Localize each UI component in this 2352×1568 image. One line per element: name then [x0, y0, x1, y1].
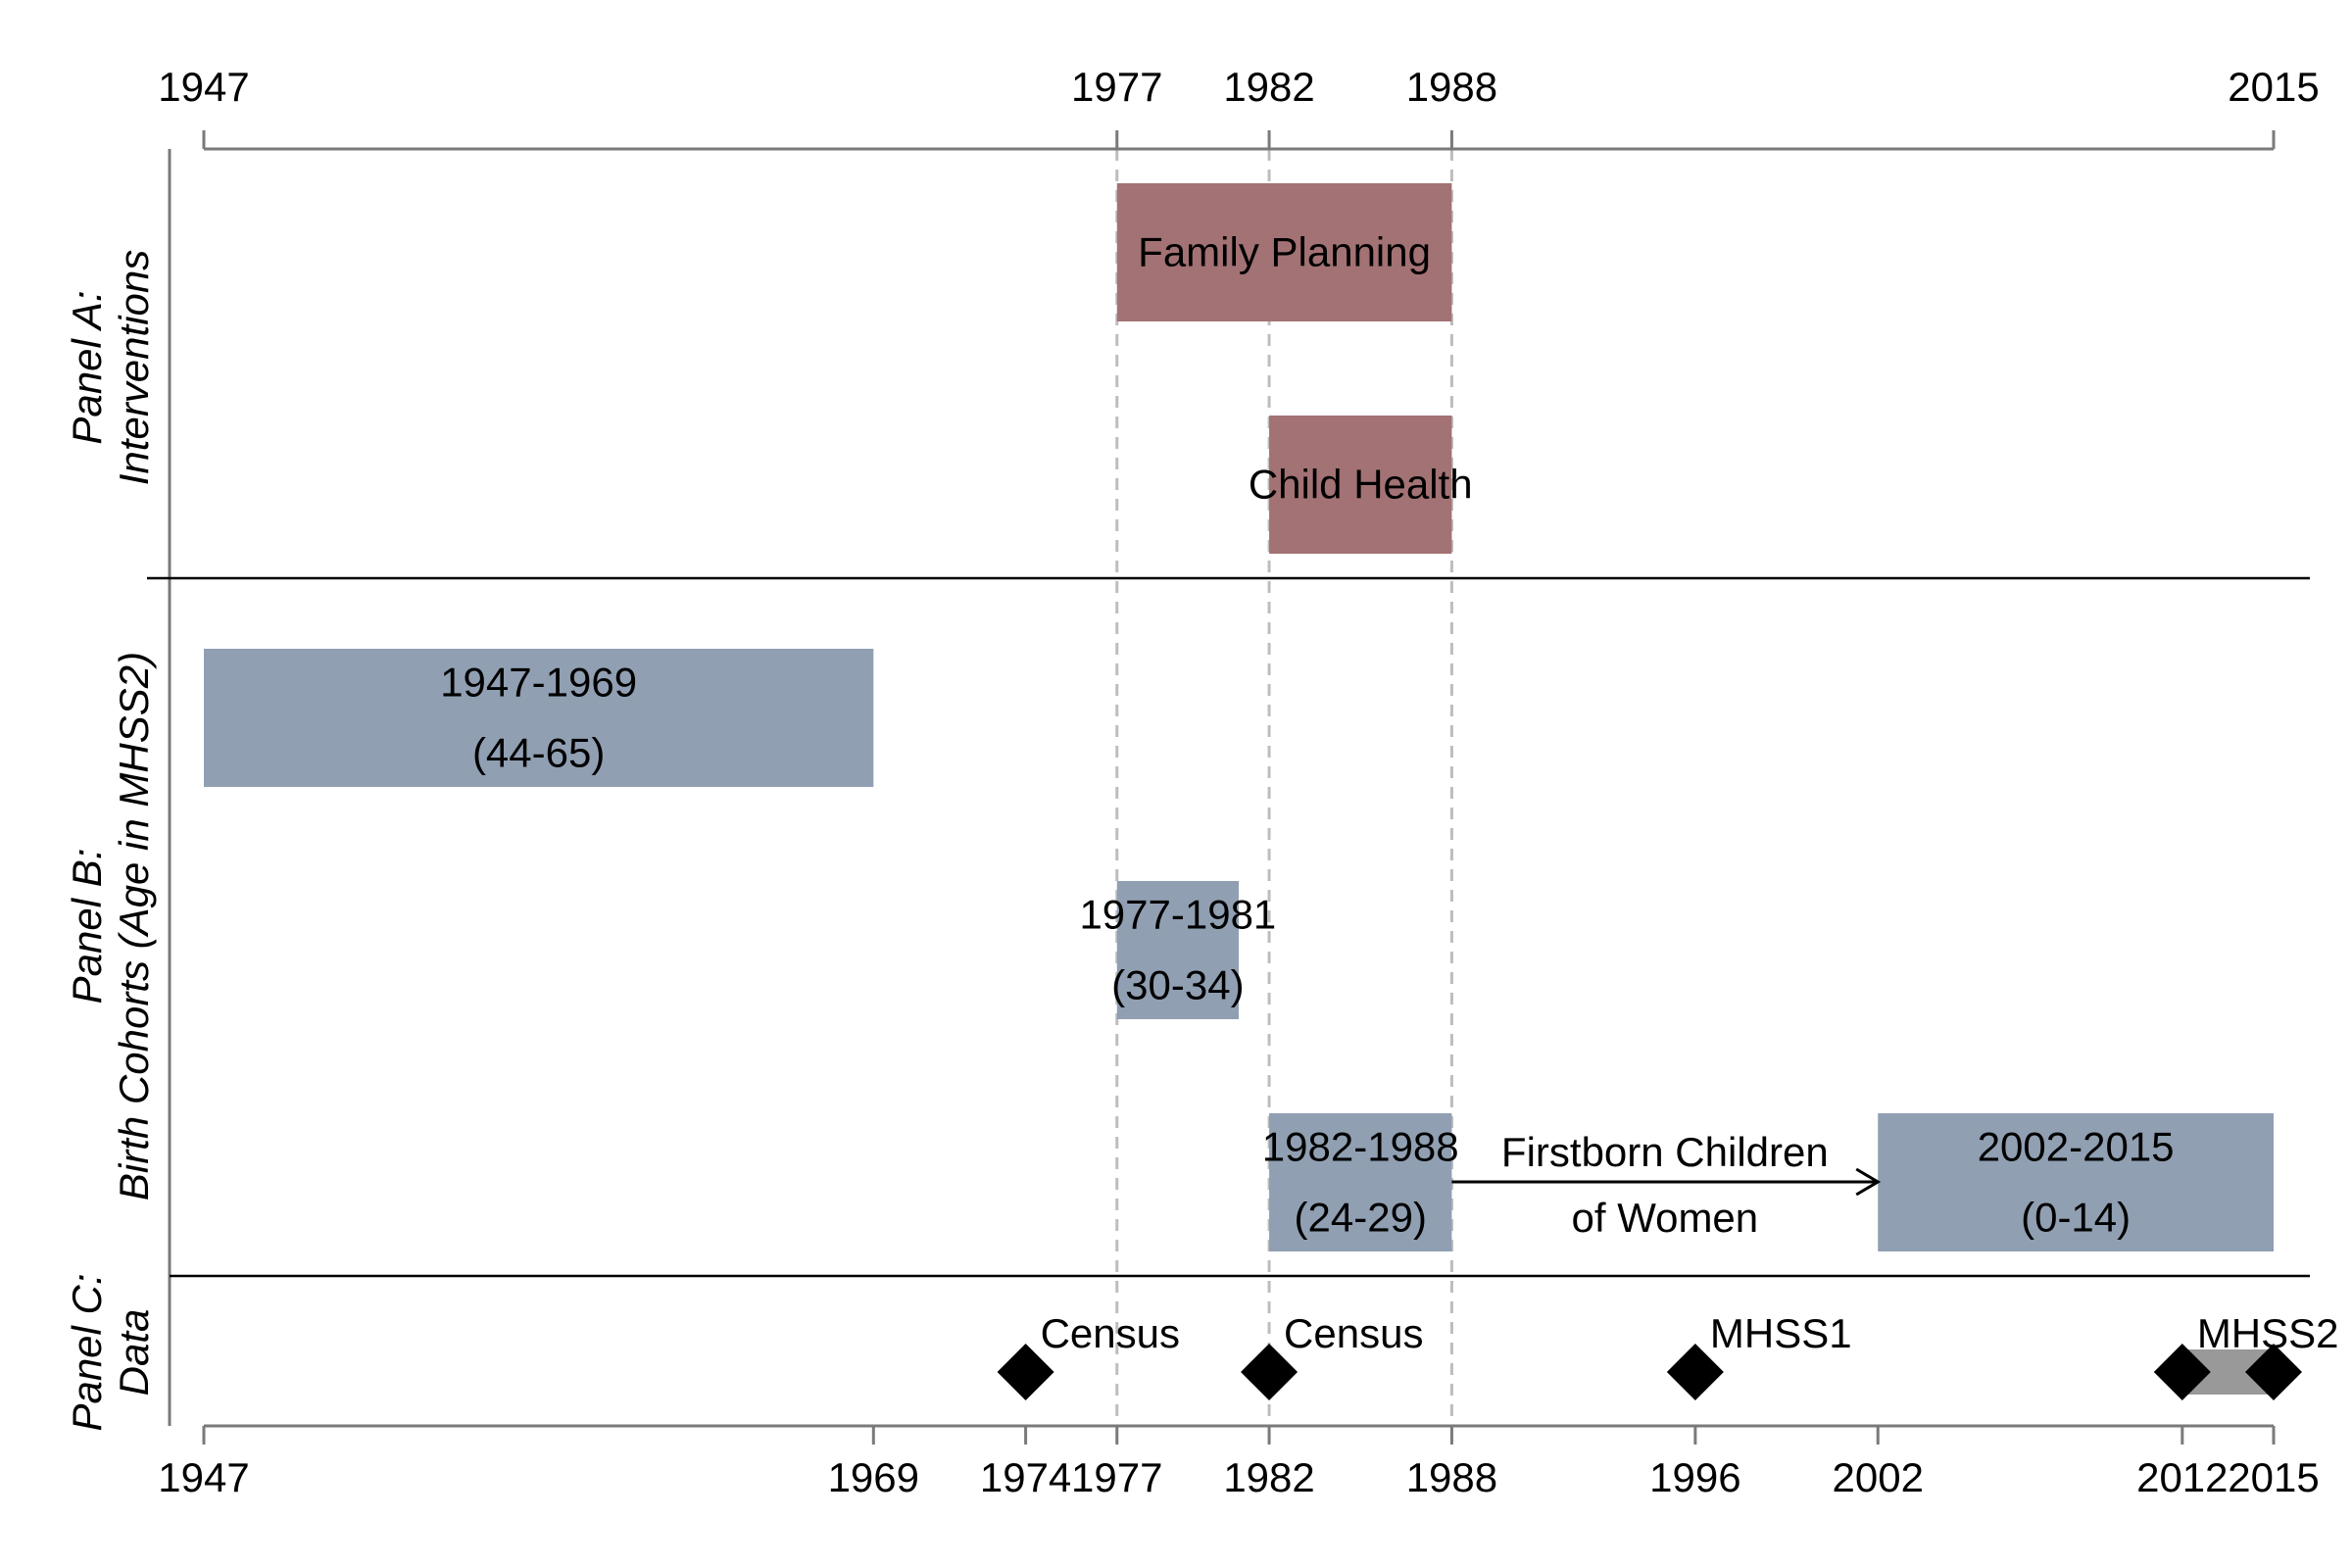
bottom-tick-label-1974: 1974	[980, 1454, 1071, 1500]
bottom-tick-label-1988: 1988	[1406, 1454, 1497, 1500]
bottom-tick-label-1969: 1969	[828, 1454, 919, 1500]
panel-c-label: Panel C: Data	[64, 1273, 157, 1431]
arrow-label-line2: of Women	[1572, 1195, 1759, 1241]
panel-a-label-line1: Panel A:	[64, 290, 110, 444]
cohort-bar	[204, 649, 874, 787]
data-marker	[1241, 1344, 1298, 1400]
cohort-age-label: (24-29)	[1295, 1195, 1427, 1241]
bottom-tick-label-1996: 1996	[1649, 1454, 1740, 1500]
cohort-age-label: (44-65)	[472, 730, 605, 776]
cohort-bar	[1878, 1113, 2274, 1251]
data-marker-end	[2245, 1344, 2302, 1400]
panel-b-label: Panel B: Birth Cohorts (Age in MHSS2)	[64, 652, 157, 1200]
data-sources: Census Census MHSS1 MHSS2	[997, 1310, 2339, 1400]
data-source-label: MHSS2	[2197, 1310, 2339, 1356]
intervention-bar	[1269, 416, 1452, 554]
panel-a-label-line2: Interventions	[111, 250, 157, 485]
top-tick-label-2015: 2015	[2228, 64, 2319, 110]
panel-c-label-line2: Data	[111, 1309, 157, 1396]
data-marker-start	[2153, 1344, 2211, 1400]
bottom-tick-label-2002: 2002	[1833, 1454, 1924, 1500]
data-marker	[997, 1344, 1054, 1400]
top-tick-label-1988: 1988	[1406, 64, 1497, 110]
top-tick-label-1982: 1982	[1223, 64, 1314, 110]
bottom-axis: 1947 1969 1974 1977 1982 1988 1996 2002 2012 2015	[158, 1424, 2320, 1500]
cohort-years-label: 1982-1988	[1262, 1124, 1459, 1170]
top-axis-ticks: 1947 1977 1982 1988 2015	[158, 64, 2320, 149]
bottom-tick-label-1982: 1982	[1223, 1454, 1314, 1500]
cohort-bar	[1116, 881, 1239, 1019]
cohort-years-label: 1947-1969	[440, 660, 637, 706]
intervention-label: Child Health	[1249, 462, 1473, 508]
cohort-bars: 1947-1969 (44-65) 1977-1981 (30-34) 1982-198…	[204, 649, 2274, 1251]
intervention-label: Family Planning	[1138, 229, 1431, 275]
arrow-head	[1855, 1167, 1882, 1197]
intervention-bar	[1116, 183, 1452, 321]
panel-b-label-line2: Birth Cohorts (Age in MHSS2)	[111, 652, 157, 1200]
top-tick-label-1977: 1977	[1071, 64, 1162, 110]
data-source-label: Census	[1041, 1310, 1180, 1356]
cohort-years-label: 2002-2015	[1978, 1124, 2175, 1170]
data-marker	[1666, 1344, 1724, 1400]
cohort-age-label: (30-34)	[1111, 962, 1244, 1008]
panel-a-label: Panel A: Interventions	[64, 250, 157, 485]
cohort-age-label: (0-14)	[2021, 1195, 2131, 1241]
bottom-tick-label-1947: 1947	[158, 1454, 249, 1500]
top-tick-label-1947: 1947	[158, 64, 249, 110]
bottom-tick-label-2012: 2012	[2136, 1454, 2228, 1500]
cohort-years-label: 1977-1981	[1079, 892, 1276, 938]
cohort-bar	[1269, 1113, 1452, 1251]
bottom-axis-ticks: 1947 1969 1974 1977 1982 1988 1996 2002 2012 2015	[158, 1426, 2320, 1500]
panel-b-label-line1: Panel B:	[64, 849, 110, 1004]
data-source-label: Census	[1284, 1310, 1423, 1356]
panel-c-label-line1: Panel C:	[64, 1273, 110, 1431]
top-axis: 1947 1977 1982 1988 2015	[158, 64, 2320, 151]
bottom-tick-label-2015: 2015	[2228, 1454, 2319, 1500]
interventions-bars: Family Planning Child Health	[1116, 183, 1473, 554]
guide-lines	[1115, 149, 1453, 1426]
bottom-tick-label-1977: 1977	[1071, 1454, 1162, 1500]
arrow-label-line1: Firstborn Children	[1501, 1129, 1829, 1175]
firstborn-arrow: Firstborn Children of Women	[1451, 1129, 1882, 1241]
data-source-label: MHSS1	[1710, 1310, 1852, 1356]
